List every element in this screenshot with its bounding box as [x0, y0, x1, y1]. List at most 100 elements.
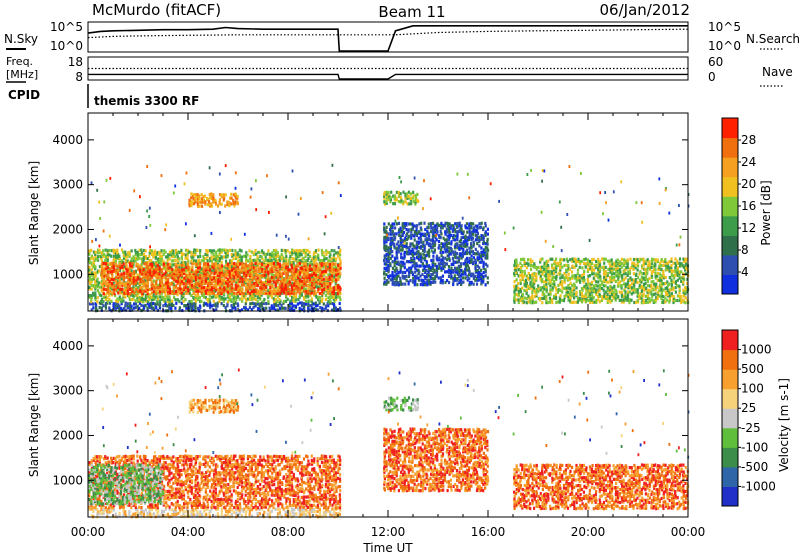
heat-cell [177, 276, 180, 280]
heat-cell [180, 297, 183, 301]
heat-cell [329, 270, 332, 274]
heat-cell [545, 278, 548, 282]
heat-cell [230, 265, 233, 269]
heat-cell [96, 300, 99, 304]
heat-cell [539, 278, 542, 282]
heat-cell [192, 274, 195, 278]
heat-cell [402, 270, 405, 274]
heat-cell [310, 299, 313, 303]
heat-cell [220, 260, 223, 265]
heat-cell [116, 303, 120, 307]
heat-cell [589, 298, 592, 302]
heat-cell [468, 231, 471, 236]
heat-cell [411, 233, 414, 237]
heat-cell [479, 225, 483, 229]
heat-cell [275, 275, 278, 279]
heat-cell [115, 262, 118, 266]
heat-cell [245, 259, 248, 263]
heat-cell [425, 254, 428, 258]
heat-cell [148, 304, 151, 308]
heat-cell [474, 234, 477, 238]
heat-cell [320, 283, 323, 287]
heat-cell [150, 280, 153, 284]
heat-cell [478, 256, 481, 260]
heat-cell [328, 251, 331, 255]
heat-cell [329, 293, 332, 297]
heat-cell [523, 263, 527, 267]
heat-cell [519, 278, 522, 282]
heat-cell [470, 272, 473, 276]
heat-cell [250, 308, 253, 312]
heat-cell [90, 287, 93, 291]
heat-cell [249, 302, 252, 306]
heat-cell [424, 238, 427, 242]
heat-cell [390, 190, 393, 194]
heat-cell [90, 300, 93, 304]
heat-cell [237, 304, 240, 308]
heat-cell [467, 237, 471, 241]
heat-cell [407, 260, 411, 264]
heat-cell [195, 287, 198, 291]
heat-cell [198, 276, 201, 280]
heat-cell [471, 250, 474, 254]
heat-cell [159, 302, 162, 306]
heat-cell [482, 240, 486, 244]
heat-cell [519, 287, 522, 292]
heat-cell [433, 230, 436, 234]
heat-cell [434, 236, 437, 240]
heat-cell [590, 262, 593, 266]
heat-cell [166, 270, 169, 275]
heat-cell [311, 257, 314, 261]
heat-cell [158, 272, 161, 276]
heat-cell [593, 278, 596, 282]
heat-cell [140, 263, 143, 267]
heat-cell [571, 257, 574, 261]
heat-cell [474, 262, 477, 267]
freq-panel [87, 56, 689, 81]
heat-cell [515, 258, 518, 262]
heat-cell [476, 256, 479, 260]
heat-cell [96, 251, 99, 255]
heat-cell [252, 253, 255, 257]
heat-cell [281, 268, 284, 272]
heat-cell [112, 248, 115, 252]
heat-cell [168, 266, 171, 270]
heat-cell [108, 277, 111, 281]
heat-cell [108, 285, 111, 289]
heat-cell [250, 259, 253, 263]
heat-cell [200, 299, 203, 303]
heat-cell [400, 255, 403, 260]
heat-cell [144, 289, 147, 293]
heat-cell [338, 301, 341, 306]
heat-cell [94, 281, 97, 285]
heat-cell [136, 263, 139, 267]
heat-cell [149, 277, 152, 281]
heat-cell [196, 273, 199, 277]
heat-cell [304, 271, 307, 275]
heat-cell [521, 299, 524, 303]
heat-cell [238, 258, 242, 262]
heat-cell [188, 281, 191, 285]
heat-cell [124, 285, 127, 289]
heat-cell [561, 265, 564, 269]
heat-cell [540, 280, 544, 284]
heat-cell [549, 292, 552, 296]
heat-cell [256, 292, 259, 296]
heat-cell [407, 230, 410, 234]
heat-cell [106, 290, 109, 294]
heat-cell [109, 289, 112, 294]
heat-cell [454, 230, 457, 234]
heat-cell [188, 287, 191, 291]
heat-cell [432, 232, 435, 236]
heat-cell [226, 262, 230, 266]
heat-cell [122, 289, 126, 293]
heat-cell [156, 274, 159, 278]
heat-cell [202, 269, 205, 273]
heat-cell [239, 290, 242, 294]
heat-cell [407, 236, 410, 240]
heat-cell [152, 290, 155, 294]
heat-cell [242, 296, 246, 300]
heat-cell [529, 286, 532, 290]
heat-cell [206, 259, 209, 263]
heat-cell [325, 252, 328, 256]
